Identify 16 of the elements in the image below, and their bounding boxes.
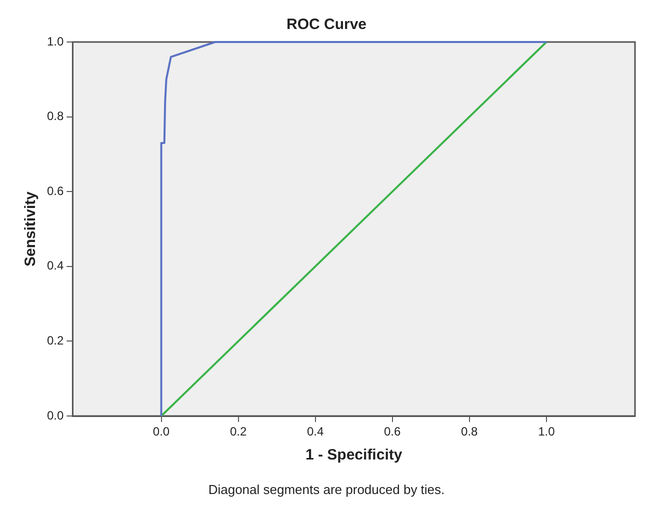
y-tick-label: 0.0	[46, 408, 64, 422]
x-axis-title: 1 - Specificity	[305, 446, 403, 464]
x-tick-label: 1.0	[538, 424, 556, 439]
y-tick-label: 0.2	[46, 334, 64, 348]
y-tick-label: 0.4	[46, 258, 64, 273]
x-tick-label: 0.2	[230, 424, 247, 439]
y-tick-label: 0.6	[46, 184, 64, 198]
chart-title: ROC Curve	[286, 16, 367, 34]
x-tick-label: 0.4	[306, 424, 324, 439]
y-tick-label: 1.0	[46, 34, 64, 48]
x-tick-label: 0.6	[384, 424, 402, 439]
text: Diagonal segments are produced by ties.	[208, 482, 445, 497]
x-tick-label: 0.0	[152, 424, 170, 439]
x-tick-label: 0.8	[461, 424, 478, 439]
y-tick-label: 0.8	[46, 109, 64, 124]
y-axis-title: Sensitivity	[22, 190, 40, 267]
